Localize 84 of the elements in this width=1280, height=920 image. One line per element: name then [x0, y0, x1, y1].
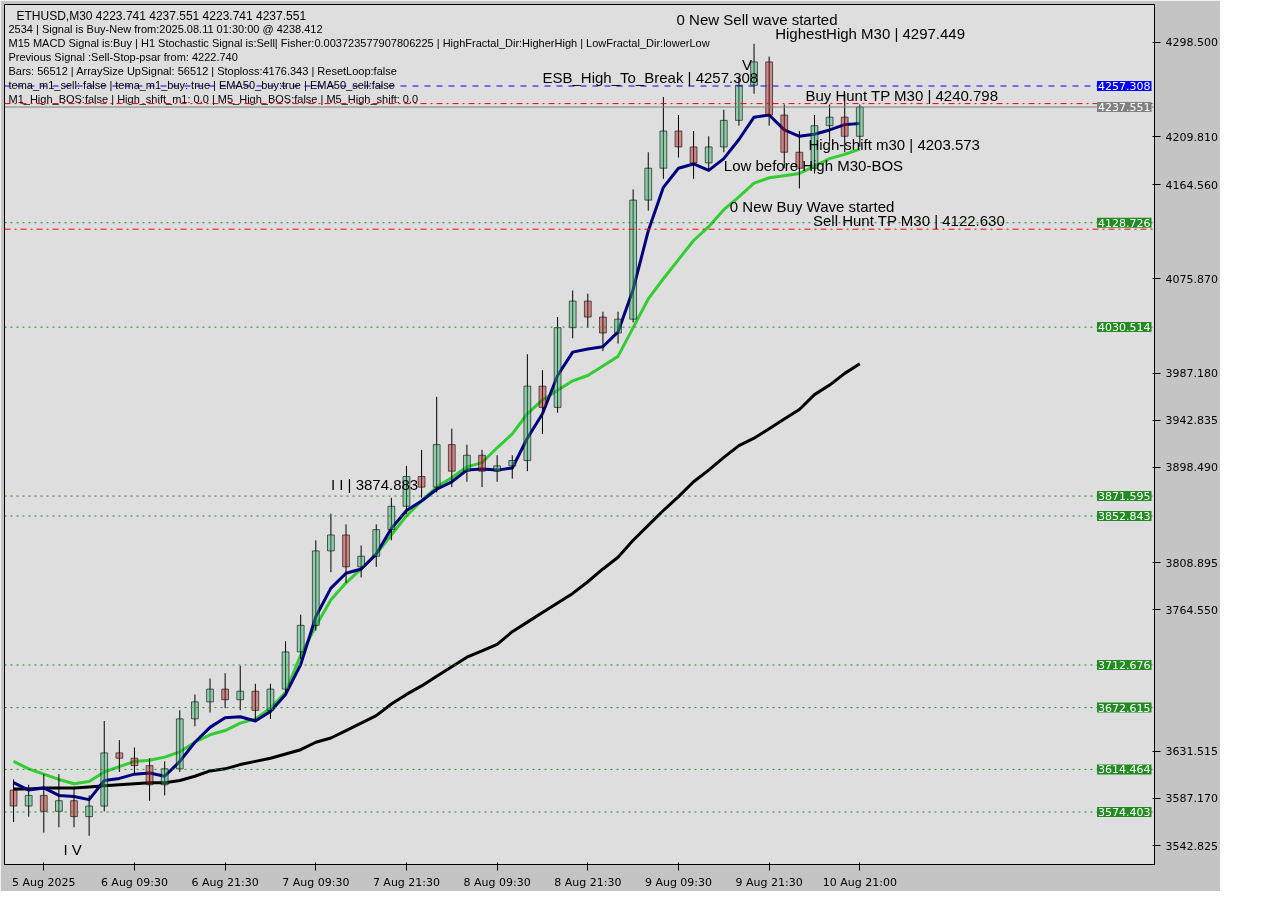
candlestick: [765, 56, 774, 127]
candlestick: [281, 640, 290, 695]
candlestick: [568, 289, 577, 339]
candlestick: [704, 135, 713, 171]
y-tick-label: 4164.560: [1165, 178, 1218, 192]
ref-line-label: 4257.308: [1097, 80, 1151, 94]
x-tick-label: 7 Aug 09:30: [282, 875, 350, 889]
x-tick-label: 6 Aug 21:30: [191, 875, 259, 889]
candlestick: [191, 693, 199, 727]
candlestick: [674, 114, 683, 159]
candlestick: [508, 454, 517, 480]
candlestick: [493, 454, 502, 483]
y-tick-label: 4298.500: [1165, 36, 1218, 50]
candlestick: [175, 709, 184, 773]
x-tick-label: 9 Aug 21:30: [735, 875, 803, 889]
candlestick: [115, 739, 124, 773]
x-tick-label: 7 Aug 21:30: [372, 875, 441, 889]
candlestick: [342, 523, 350, 584]
ref-line-label: 3871.595: [1097, 490, 1151, 504]
candlestick: [689, 130, 698, 180]
candlestick: [614, 311, 622, 345]
ref-line-label: 4128.726: [1097, 216, 1151, 230]
y-tick-label: 3587.170: [1165, 792, 1218, 806]
y-tick-label: 4075.870: [1165, 272, 1218, 286]
annotation: Bars: 56512 | ArraySize UpSignal: 56512 | Stoploss:4176.343 | ResetLoop:false: [8, 64, 397, 77]
y-tick-label: 3542.825: [1165, 839, 1218, 853]
annotation: Sell Hunt TP M30 | 4122.630: [812, 212, 1005, 230]
y-tick-label: 3808.895: [1165, 556, 1218, 570]
annotation: tema_m1_sell: false | tema_m1_buy: true | EMA50_buy:true | EMA50_sell:false: [8, 78, 395, 91]
candlestick: [447, 428, 456, 488]
candlestick: [659, 96, 668, 180]
y-tick-label: 3764.550: [1165, 603, 1218, 617]
candlestick: [251, 683, 260, 722]
candlestick: [553, 316, 562, 414]
ref-line-label: 4030.514: [1097, 321, 1151, 335]
candlestick: [432, 396, 441, 493]
annotation: 0 New Buy Wave started: [729, 197, 895, 215]
x-tick-label: 10 Aug 21:00: [822, 875, 897, 889]
ref-line-label: 4237.551: [1097, 101, 1151, 115]
candlestick: [85, 794, 94, 837]
annotation: I V: [63, 840, 82, 858]
candlestick: [266, 683, 275, 720]
y-tick-label: 4209.810: [1165, 130, 1218, 144]
candlestick: [417, 449, 426, 499]
ref-line-label: 3712.676: [1097, 658, 1151, 672]
candlestick: [236, 665, 245, 711]
y-tick-label: 3898.490: [1165, 461, 1218, 475]
candlestick: [599, 311, 607, 352]
candlestick: [538, 369, 547, 435]
annotation: Previous Signal :Sell-Stop-psar from: 4222.740: [8, 50, 238, 63]
y-tick-label: 3631.515: [1165, 745, 1218, 759]
annotation: 2534 | Signal is Buy-New from:2025.08.11 01:30:00 @ 4238.412: [8, 22, 323, 35]
candlestick: [206, 677, 214, 713]
candlestick: [372, 523, 381, 568]
candlestick: [387, 497, 396, 541]
candlestick: [327, 513, 335, 573]
candlestick: [296, 614, 305, 660]
candlestick: [311, 539, 320, 632]
ref-line-label: 3614.464: [1097, 763, 1151, 777]
x-tick-label: 8 Aug 21:30: [554, 875, 622, 889]
annotation: Buy Hunt TP M30 | 4240.798: [805, 86, 999, 104]
y-tick-label: 3987.180: [1165, 367, 1218, 381]
candlestick: [583, 293, 592, 329]
candlestick: [221, 672, 230, 709]
candlestick: [523, 353, 532, 472]
candlestick: [463, 444, 471, 483]
candlestick: [130, 747, 139, 775]
ref-line-label: 3672.615: [1097, 701, 1151, 715]
x-tick-label: 6 Aug 09:30: [100, 875, 169, 889]
annotation: V: [741, 55, 752, 73]
x-tick-label: 8 Aug 09:30: [463, 875, 531, 889]
x-tick-label: 5 Aug 2025: [12, 875, 76, 889]
candlestick: [357, 545, 366, 578]
annotation: M15 MACD Signal is:Buy | H1 Stochastic Signal is:Sell| Fisher:0.003723577907806225 | HighFractal_Dir:HigherHigh | LowFractal_Dir:lowerLow: [8, 36, 710, 49]
candlestick: [644, 151, 653, 212]
candlestick: [478, 449, 486, 488]
annotation: M1_High_BOS:false | High_shift_m1: 0.0 | M5_High_BOS:false | M5_High_shift: 0.0: [8, 92, 419, 105]
chart-title: ETHUSD,M30 4223.741 4237.551 4223.741 4237.551: [16, 8, 307, 23]
y-tick-label: 3942.835: [1165, 414, 1218, 428]
candlestick: [719, 109, 728, 153]
ref-line-label: 3852.843: [1097, 509, 1151, 523]
candlestick: [629, 188, 638, 323]
ref-line-label: 3574.403: [1097, 805, 1151, 819]
x-tick-label: 9 Aug 09:30: [644, 875, 713, 889]
